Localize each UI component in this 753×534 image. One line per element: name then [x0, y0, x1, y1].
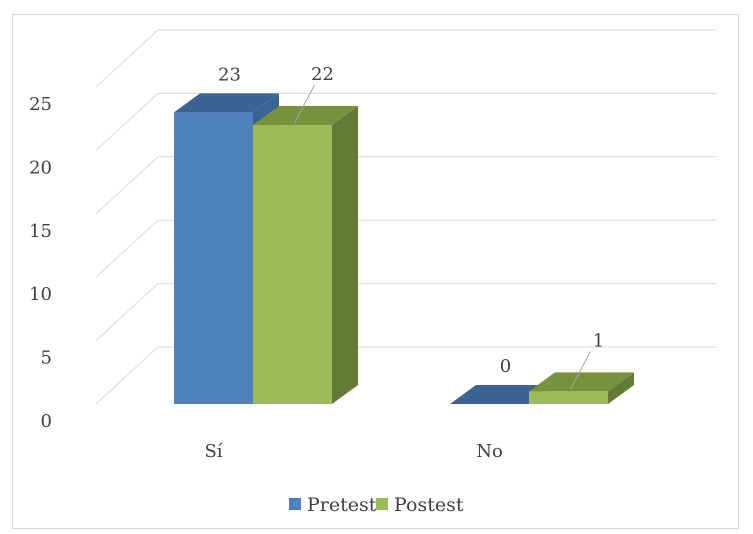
bar-front	[174, 112, 253, 405]
data-label: 23	[218, 64, 241, 85]
label-leaders	[294, 84, 591, 390]
y-tick-label: 0	[41, 411, 52, 432]
data-labels: 23 22 0 1	[218, 64, 604, 377]
legend-item-postest: Postest	[376, 494, 464, 516]
gridline-diag	[95, 93, 159, 151]
bar-top	[253, 106, 358, 126]
gridline-diag	[95, 283, 159, 341]
bar-postest-0	[253, 106, 358, 404]
chart-frame	[12, 14, 739, 529]
bars	[174, 93, 634, 405]
gridline-diag	[95, 29, 159, 88]
bar-front	[529, 391, 608, 404]
y-tick-label: 5	[41, 348, 52, 369]
gridline-diag	[95, 156, 159, 215]
y-tick-label: 25	[29, 94, 52, 115]
bar-side	[332, 106, 358, 404]
data-label: 22	[311, 64, 334, 85]
x-category-label: Sí	[204, 441, 222, 462]
y-tick-label: 15	[29, 221, 52, 242]
x-category-label: No	[476, 441, 503, 462]
bar-front	[253, 125, 332, 404]
data-label: 0	[500, 356, 511, 377]
gridline-diag	[95, 219, 159, 278]
bar-pretest-1	[450, 385, 555, 404]
bar-top	[174, 93, 279, 113]
gridline-diag	[95, 346, 159, 405]
y-axis-ticks: 0 5 10 15 20 25	[29, 94, 52, 432]
legend-item-pretest: Pretest	[289, 494, 377, 516]
x-axis-categories: Sí No	[204, 441, 502, 462]
data-label: 1	[593, 330, 604, 351]
bar-side	[608, 372, 634, 404]
bar-top	[450, 385, 555, 404]
legend-swatch	[376, 498, 388, 510]
y-tick-label: 10	[29, 284, 52, 305]
legend-swatch	[289, 498, 301, 510]
legend-label: Postest	[394, 494, 464, 516]
legend-label: Pretest	[307, 494, 377, 516]
bar-top	[529, 372, 634, 392]
legend: Pretest Postest	[289, 494, 464, 516]
bar-postest-1	[529, 372, 634, 404]
label-leader-line	[294, 84, 315, 124]
label-leader-line	[570, 351, 591, 390]
y-tick-label: 20	[29, 157, 52, 178]
